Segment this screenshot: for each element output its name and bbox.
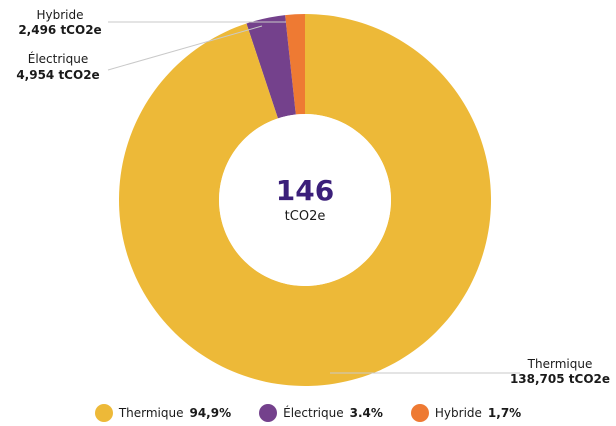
label-electrique-name: Électrique bbox=[28, 51, 88, 66]
donut-slices bbox=[118, 14, 492, 386]
legend-item-thermique[interactable]: Thermique 94,9% bbox=[94, 404, 232, 422]
donut-hole bbox=[219, 114, 391, 286]
donut-chart: 146 tCO2e Hybride 2,496 tCO2e Électrique… bbox=[16, 8, 610, 386]
label-hybride-name: Hybride bbox=[36, 8, 83, 22]
slice-electrique[interactable] bbox=[246, 15, 296, 119]
label-thermique-name: Thermique bbox=[527, 357, 593, 371]
label-thermique-value: 138,705 tCO2e bbox=[510, 372, 610, 386]
legend-percent: 3.4% bbox=[349, 406, 383, 420]
legend-label: Hybride bbox=[434, 406, 482, 420]
legend-percent: 1,7% bbox=[487, 406, 522, 420]
legend-percent: 94,9% bbox=[189, 406, 232, 420]
legend-item-electrique[interactable]: Électrique 3.4% bbox=[259, 404, 383, 422]
label-hybride-value: 2,496 tCO2e bbox=[18, 23, 101, 37]
label-electrique-value: 4,954 tCO2e bbox=[16, 68, 99, 82]
center-value: 146 bbox=[276, 174, 334, 207]
legend-swatch-thermique bbox=[94, 404, 113, 422]
chart-legend: Thermique 94,9% Électrique 3.4% Hybride … bbox=[0, 402, 616, 424]
legend-item-hybride[interactable]: Hybride 1,7% bbox=[410, 404, 522, 422]
legend-swatch-hybride bbox=[410, 404, 429, 422]
slice-hybride[interactable] bbox=[285, 14, 305, 115]
legend-swatch-electrique bbox=[259, 404, 278, 422]
legend-label: Thermique bbox=[118, 406, 184, 420]
leader-line-electrique bbox=[107, 25, 263, 71]
center-unit: tCO2e bbox=[285, 209, 326, 224]
slice-thermique[interactable] bbox=[118, 14, 492, 386]
legend-label: Électrique bbox=[283, 406, 344, 420]
